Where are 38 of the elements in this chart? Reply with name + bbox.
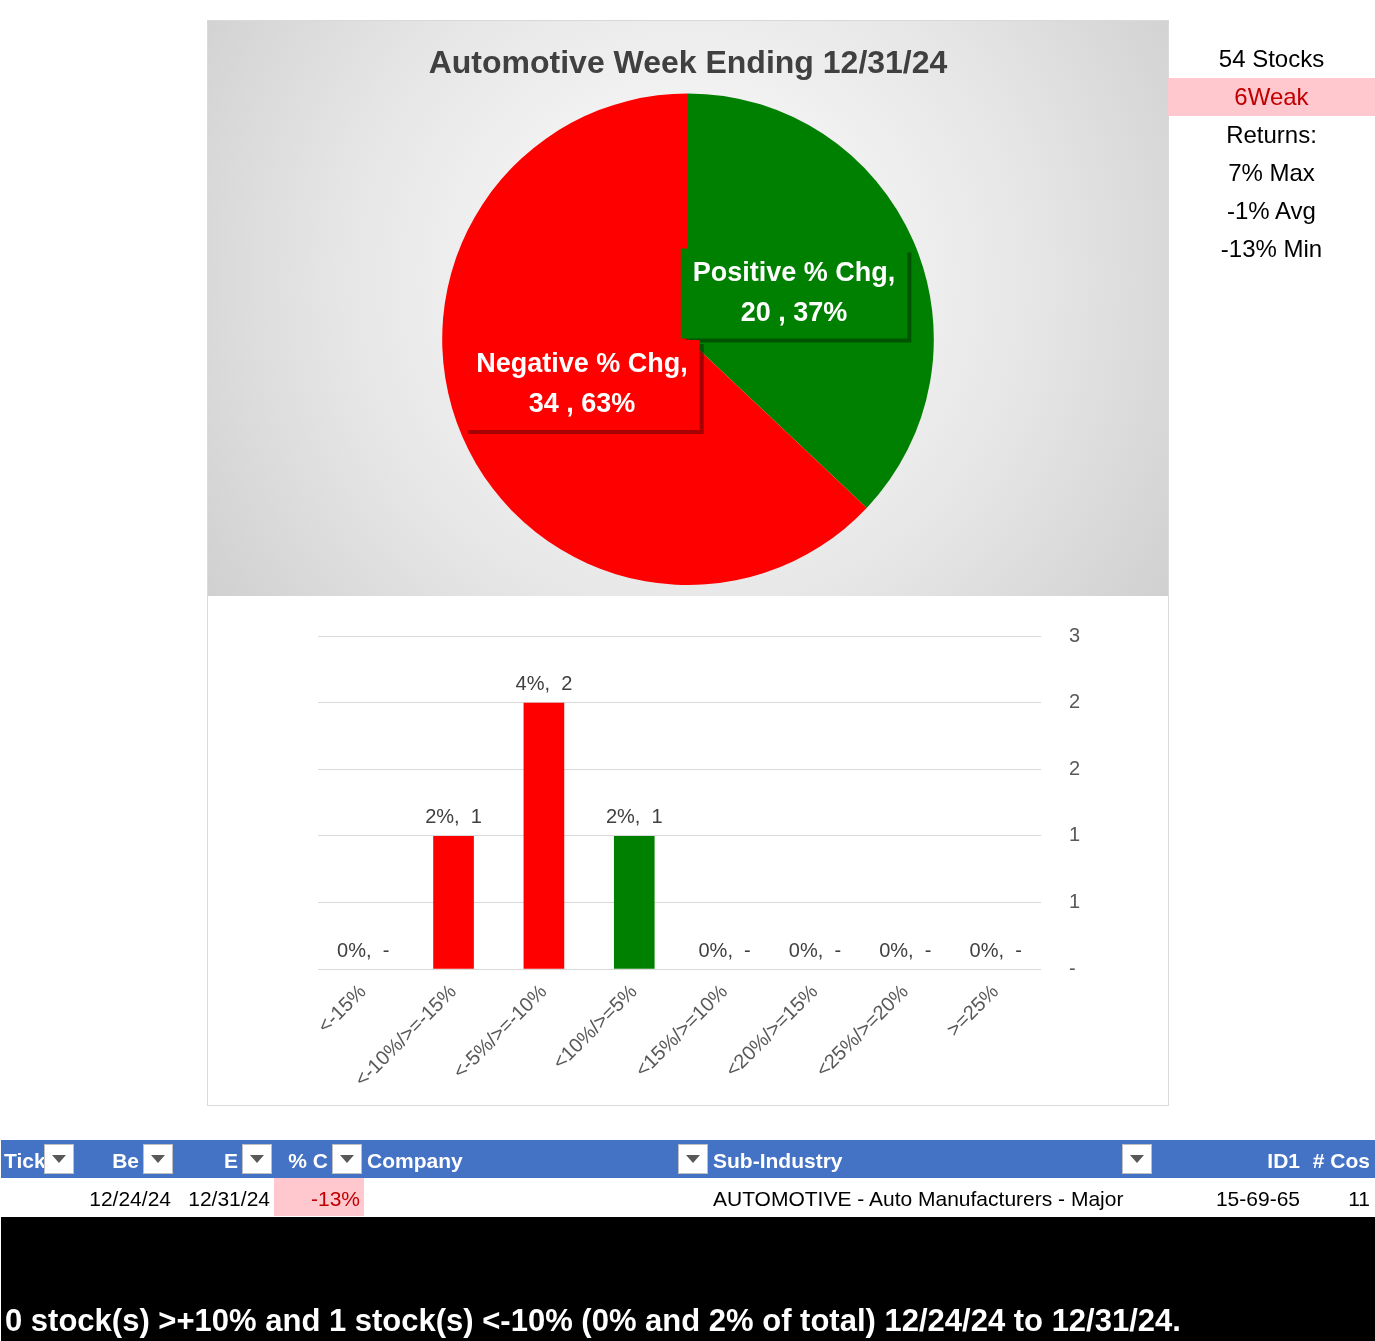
data-label: 2%, 1 [425, 805, 482, 828]
chart-title: Automotive Week Ending 12/31/24 [428, 44, 948, 81]
data-label: 0%, - [879, 938, 932, 961]
data-label: 4%, 2 [515, 672, 573, 695]
slice-label: Positive % Chg, 20 , 37% [692, 256, 896, 327]
text: 7% Max [1227, 158, 1316, 188]
text: 6Weak [1168, 78, 1375, 116]
category-label: Be [111, 1148, 139, 1174]
category-label: Tick [4, 1148, 46, 1174]
category-label: % C [287, 1148, 328, 1174]
text: 11 [1348, 1187, 1370, 1210]
category-label: ID1 [1266, 1148, 1300, 1174]
category-label: E [223, 1148, 238, 1174]
data-label: 0%, - [788, 938, 842, 961]
category-label: Company [367, 1148, 464, 1174]
text: -13% [310, 1187, 360, 1210]
data-label: 0%, - [337, 938, 390, 961]
y-tick-label: 1 [1068, 890, 1080, 913]
text: 12/31/24 [188, 1187, 270, 1210]
category-label: Sub-Industry [713, 1148, 844, 1174]
y-tick-label: 3 [1068, 623, 1080, 646]
text: AUTOMOTIVE - Auto Manufacturers - Major [713, 1187, 1124, 1210]
text: 54 Stocks [1217, 44, 1326, 74]
text: 12/24/24 [89, 1187, 171, 1210]
data-label: 0%, - [698, 938, 751, 961]
text: -13% Min [1219, 234, 1324, 264]
text: Returns: [1225, 120, 1318, 150]
text: 0 stock(s) >+10% and 1 stock(s) <-10% (0% and 2% of total) 12/24/24 to 12/31/24. [5, 1303, 1181, 1339]
data-label: 0%, - [969, 938, 1022, 961]
y-tick-label: 2 [1068, 756, 1080, 779]
data-label: 2%, 1 [605, 805, 663, 828]
text: 15-69-65 [1215, 1187, 1300, 1210]
category-label: # Cos [1311, 1148, 1370, 1174]
y-tick-label: - [1068, 956, 1076, 979]
y-tick-label: 2 [1068, 690, 1080, 713]
slice-label: Negative % Chg, 34 , 63% [476, 348, 688, 419]
text: -1% Avg [1226, 196, 1317, 226]
y-tick-label: 1 [1068, 823, 1080, 846]
